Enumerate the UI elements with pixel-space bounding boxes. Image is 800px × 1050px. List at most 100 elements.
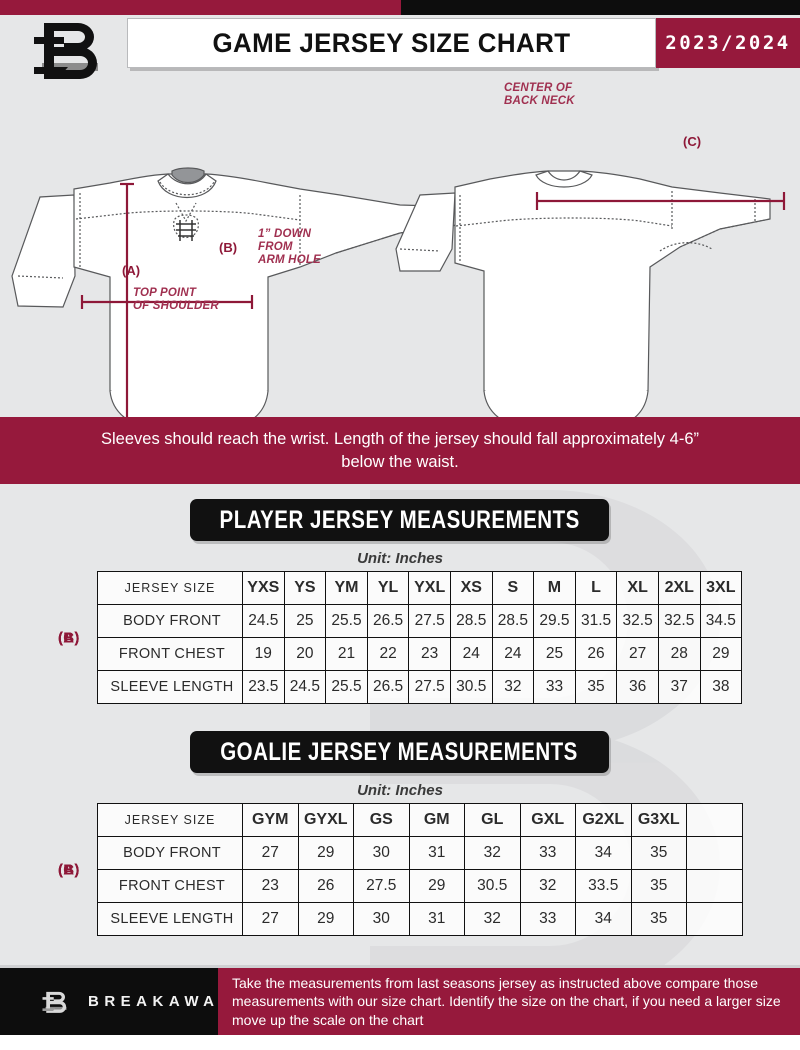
player-row-label: (B) FRONT CHEST [58,629,243,671]
goalie-cell-2-3: 31 [408,902,465,936]
goalie-cell-2-7: 35 [630,902,687,936]
table-row: (B) FRONT CHEST 23 26 27.5 29 30.5 32 33.5 35 [58,861,743,903]
player-size-header-m: M [533,571,576,605]
instruction-text: Sleeves should reach the wrist. Length o… [101,429,699,471]
player-measurements-table: JERSEY SIZE YXS YS YM YL YXL XS S M L XL 2XL 3XL (A… [58,571,743,704]
player-cell-2-9: 36 [616,670,659,704]
goalie-size-header-gxl: GXL [519,803,576,837]
player-size-header-s: S [491,571,535,605]
player-size-header-2xl: 2XL [657,571,701,605]
goalie-cell-2-1: 29 [297,902,354,936]
goalie-cell-1-4: 30.5 [464,869,521,903]
goalie-measurements-table: JERSEY SIZE GYM GYXL GS GM GL GXL G2XL G3XL (A)… [58,803,743,936]
player-cell-0-9: 32.5 [616,604,659,638]
player-cell-0-8: 31.5 [574,604,618,638]
player-cell-2-5: 30.5 [449,670,493,704]
goalie-cell-1-0: 23 [242,869,299,903]
goalie-size-header-g2xl: G2XL [575,803,632,837]
player-cell-1-11: 29 [699,637,743,671]
measurement-tag-a: (A) [58,629,80,646]
player-cell-2-10: 37 [657,670,701,704]
player-cell-2-3: 26.5 [366,670,410,704]
goalie-size-header-blank [686,803,743,837]
measurement-tag-a: (A) [58,861,80,878]
player-cell-1-2: 21 [325,637,368,671]
jersey-illustration-area [0,71,800,417]
measurement-tag-c: (C) [683,134,702,149]
player-cell-1-4: 23 [408,637,451,671]
back-measurement-line [535,192,786,210]
goalie-cell-1-3: 29 [408,869,465,903]
goalie-cell-2-8 [686,902,743,936]
player-cell-1-1: 20 [283,637,327,671]
measurement-tag-b: (B) [58,861,80,878]
breakaway-b-logo-icon [42,991,67,1013]
title-box: GAME JERSEY SIZE CHART [127,18,656,68]
page-footer: BREAKAWAY Take the measurements from las… [0,965,800,1035]
goalie-unit-label: Unit: Inches [357,782,443,799]
goalie-size-header-gym: GYM [242,803,299,837]
goalie-cell-0-2: 30 [353,836,410,870]
player-corner-label: JERSEY SIZE [97,571,243,605]
player-size-table: JERSEY SIZE YXS YS YM YL YXL XS S M L XL 2XL 3XL (A… [58,571,743,704]
goalie-size-header-g3xl: G3XL [630,803,687,837]
player-size-header-l: L [574,571,618,605]
player-cell-2-1: 24.5 [283,670,327,704]
player-row-label: (A) BODY FRONT [58,604,243,646]
measurement-tag-c: (C) [58,629,80,646]
player-cell-1-9: 27 [616,637,659,671]
player-cell-1-6: 24 [491,637,535,671]
player-size-header-ys: YS [283,571,327,605]
player-table-body: (A) BODY FRONT 24.5 25 25.5 26.5 27.5 28.5 28.5 2… [58,604,743,704]
table-row: (A) BODY FRONT 24.5 25 25.5 26.5 27.5 28.5 28.5 2… [58,604,743,646]
table-row: (C) SLEEVE LENGTH 27 29 30 31 32 33 34 35 [58,861,743,936]
goalie-cell-1-8 [686,869,743,903]
goalie-size-header-gl: GL [464,803,521,837]
table-header-row: JERSEY SIZE GYM GYXL GS GM GL GXL G2XL G3XL [97,803,743,837]
player-section-heading-label: PLAYER JERSEY MEASUREMENTS [219,505,580,534]
goalie-cell-0-0: 27 [242,836,299,870]
goalie-size-header-gm: GM [408,803,465,837]
goalie-cell-0-6: 34 [575,836,632,870]
player-size-header-yxs: YXS [242,571,285,605]
goalie-cell-1-2: 27.5 [353,869,410,903]
player-size-header-xl: XL [616,571,659,605]
goalie-row-label: (A) BODY FRONT [58,836,243,878]
player-cell-2-11: 38 [699,670,743,704]
player-cell-2-0: 23.5 [242,670,285,704]
player-cell-0-10: 32.5 [657,604,701,638]
player-cell-2-6: 32 [491,670,535,704]
season-year-label: 2023/2024 [665,32,791,54]
goalie-cell-2-2: 30 [353,902,410,936]
player-cell-0-11: 34.5 [699,604,743,638]
footer-text-block: Take the measurements from last seasons … [218,968,800,1035]
player-cell-2-2: 25.5 [325,670,368,704]
breakaway-b-logo-icon [34,23,98,79]
goalie-corner-label: JERSEY SIZE [97,803,243,837]
goalie-section-heading: GOALIE JERSEY MEASUREMENTS [190,731,609,773]
goalie-size-header-gs: GS [353,803,410,837]
footer-logo-block: BREAKAWAY [0,968,228,1035]
goalie-cell-0-4: 32 [464,836,521,870]
player-unit-label: Unit: Inches [357,550,443,567]
player-cell-0-2: 25.5 [325,604,368,638]
page-header: GAME JERSEY SIZE CHART 2023/2024 [0,15,800,79]
goalie-cell-0-1: 29 [297,836,354,870]
player-size-header-yxl: YXL [408,571,451,605]
player-cell-0-3: 26.5 [366,604,410,638]
footer-brand-label: BREAKAWAY [88,993,234,1010]
goalie-cell-1-5: 32 [519,869,576,903]
player-cell-0-0: 24.5 [242,604,285,638]
measurement-tag-b: (B) [58,629,80,646]
goalie-cell-1-1: 26 [297,869,354,903]
annotation-shoulder: TOP POINT OF SHOULDER [133,287,219,312]
measurement-tag-a: (A) [122,263,141,278]
goalie-cell-2-6: 34 [575,902,632,936]
goalie-cell-2-4: 32 [464,902,521,936]
goalie-row-label: (C) SLEEVE LENGTH [58,861,243,936]
goalie-cell-1-6: 33.5 [575,869,632,903]
player-cell-0-7: 29.5 [533,604,576,638]
goalie-cell-1-7: 35 [630,869,687,903]
player-cell-1-10: 28 [657,637,701,671]
player-cell-1-3: 22 [366,637,410,671]
